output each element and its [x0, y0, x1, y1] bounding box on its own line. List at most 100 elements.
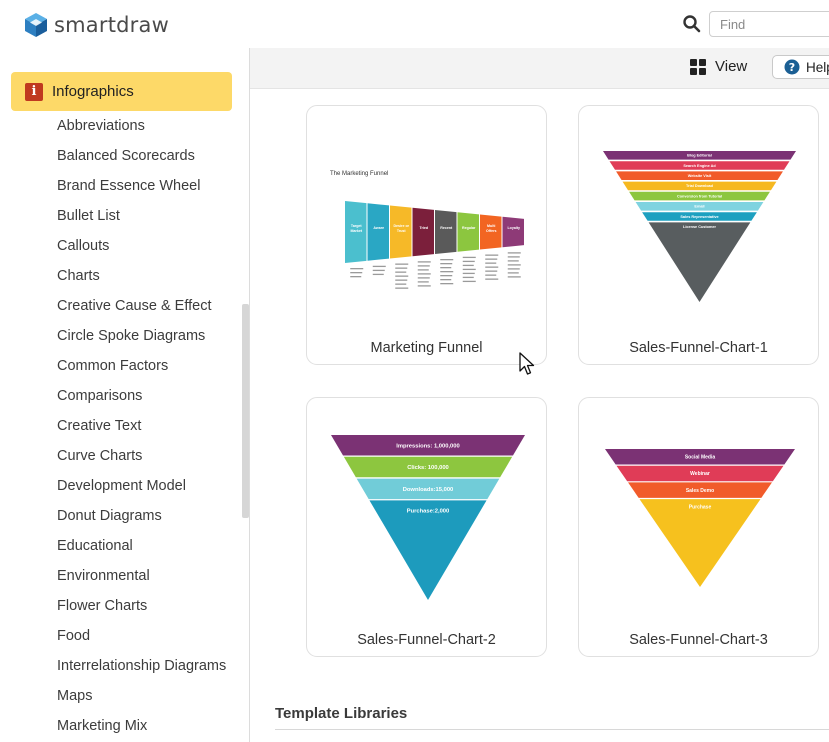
info-icon: i: [25, 82, 43, 101]
caption-line: [507, 260, 519, 262]
caption-line: [462, 272, 475, 275]
sidebar-item[interactable]: Comparisons: [57, 388, 143, 404]
sidebar-item[interactable]: Development Model: [57, 478, 186, 494]
svg-text:?: ?: [789, 61, 795, 74]
caption-line: [485, 274, 497, 276]
funnel-stage-label: Purchase:2,000: [407, 509, 450, 515]
sidebar-item[interactable]: Maps: [57, 688, 93, 704]
caption-line: [440, 267, 452, 269]
sidebar-item[interactable]: Donut Diagrams: [57, 508, 162, 524]
funnel-stage: [367, 203, 389, 261]
caption-line: [462, 264, 474, 267]
funnel-stage: [412, 207, 434, 257]
funnel-stage-label: Desire or: [393, 224, 409, 228]
sidebar: i Infographics Abbreviations Balanced Sco…: [0, 48, 250, 742]
template-card-sales-funnel-chart-3[interactable]: Social Media Webinar Sales Demo Purchase Sa…: [578, 397, 819, 657]
caption-line: [440, 259, 454, 261]
smartdraw-logo[interactable]: smartdraw: [24, 12, 169, 38]
funnel-stage-label: Regular: [462, 226, 476, 230]
view-label: View: [715, 58, 748, 75]
main-content: View ? Help The Marketing FunnelTargetMa…: [250, 48, 829, 742]
caption-line: [417, 281, 429, 283]
sidebar-list: Abbreviations Balanced Scorecards Brand Es…: [57, 111, 226, 741]
funnel-stage: [622, 181, 777, 191]
caption-line: [417, 277, 430, 279]
funnel-stage-label: Blog Editorial: [687, 154, 712, 158]
caption-line: [485, 254, 499, 256]
view-button[interactable]: View: [690, 58, 747, 75]
funnel-stage-label: Social Media: [685, 455, 716, 461]
sidebar-item[interactable]: Common Factors: [57, 358, 169, 374]
funnel-stage-label: Email: [694, 205, 704, 209]
sidebar-item[interactable]: Callouts: [57, 238, 110, 254]
sidebar-item[interactable]: Brand Essence Wheel: [57, 178, 201, 194]
caption-line: [462, 276, 474, 279]
sidebar-item[interactable]: Balanced Scorecards: [57, 148, 195, 164]
caption-line: [440, 283, 454, 285]
sidebar-item[interactable]: Marketing Mix: [57, 718, 148, 734]
caption-line: [372, 269, 385, 272]
funnel-stage-label: Webinar: [690, 471, 710, 477]
caption-line: [395, 275, 409, 277]
template-card-marketing-funnel[interactable]: The Marketing Funnel Target Market Aware Des…: [306, 105, 547, 365]
funnel-stage-label: Offers: [486, 229, 497, 233]
sidebar-item[interactable]: Interrelationship Diagrams: [57, 658, 227, 674]
caption-line: [485, 278, 499, 280]
template-title: Sales-Funnel-Chart-2: [357, 632, 496, 648]
funnel-stage: [331, 435, 525, 456]
funnel-stage-label: Aware: [373, 226, 384, 230]
caption-line: [395, 283, 407, 285]
sidebar-item[interactable]: Charts: [57, 268, 100, 284]
sidebar-category-infographics[interactable]: i Infographics: [11, 72, 232, 111]
caption-line: [440, 263, 453, 265]
sidebar-item[interactable]: Environmental: [57, 568, 150, 584]
caption-line: [462, 268, 476, 271]
funnel-stage-label: Tried: [419, 226, 428, 230]
caption-line: [417, 261, 431, 263]
funnel-stage: [369, 500, 487, 600]
sales-funnel-2-thumbnail: Impressions: 1,000,000 Clicks: 100,000 Dow…: [331, 435, 525, 600]
funnel-stage: [609, 161, 790, 170]
funnel-stage: [616, 171, 783, 180]
funnel-stage: [605, 449, 795, 465]
caption-line: [507, 268, 520, 270]
funnel-stage-label: Sales Demo: [686, 488, 714, 494]
caption-line: [395, 287, 409, 289]
funnel-stage: [629, 191, 770, 201]
funnel-stage-label: Conversion from Tutorial: [677, 194, 722, 198]
search-input[interactable]: [709, 11, 829, 37]
funnel-stage: [603, 151, 796, 160]
sidebar-item[interactable]: Creative Cause & Effect: [57, 298, 212, 314]
template-card-sales-funnel-chart-1[interactable]: Blog Editorial Search Engine Ad Website Vi…: [578, 105, 819, 365]
funnel-stage-label: Search Engine Ad: [683, 164, 716, 168]
funnel-stage-label: License Customer: [683, 225, 716, 229]
sidebar-scrollbar[interactable]: [242, 304, 249, 518]
sidebar-item[interactable]: Abbreviations: [57, 118, 145, 134]
sidebar-item[interactable]: Educational: [57, 538, 133, 554]
help-label: Help: [806, 59, 829, 75]
sidebar-item[interactable]: Curve Charts: [57, 448, 143, 464]
sidebar-category-label: Infographics: [52, 83, 134, 100]
caption-line: [485, 258, 498, 260]
section-divider: [275, 729, 829, 730]
funnel-stage-label: Purchase: [689, 505, 712, 511]
funnel-stage-label: Trial Download: [686, 184, 714, 188]
caption-line: [462, 256, 476, 259]
sidebar-item[interactable]: Circle Spoke Diagrams: [57, 328, 206, 344]
caption-line: [440, 271, 454, 273]
search-icon[interactable]: [683, 15, 701, 33]
sidebar-item[interactable]: Bullet List: [57, 208, 120, 224]
section-title-template-libraries: Template Libraries: [275, 705, 408, 722]
funnel-stage: [480, 214, 502, 250]
caption-line: [440, 275, 453, 277]
thumbnail-heading: The Marketing Funnel: [330, 171, 388, 177]
sidebar-item[interactable]: Creative Text: [57, 418, 142, 434]
template-card-sales-funnel-chart-2[interactable]: Impressions: 1,000,000 Clicks: 100,000 Dow…: [306, 397, 547, 657]
funnel-stage: [639, 499, 761, 587]
sidebar-item[interactable]: Food: [57, 628, 91, 644]
funnel-stage-label: Recent: [440, 226, 453, 230]
template-title: Marketing Funnel: [370, 340, 483, 356]
caption-line: [395, 271, 407, 273]
help-button[interactable]: ? Help: [772, 55, 829, 79]
sidebar-item[interactable]: Flower Charts: [57, 598, 148, 614]
